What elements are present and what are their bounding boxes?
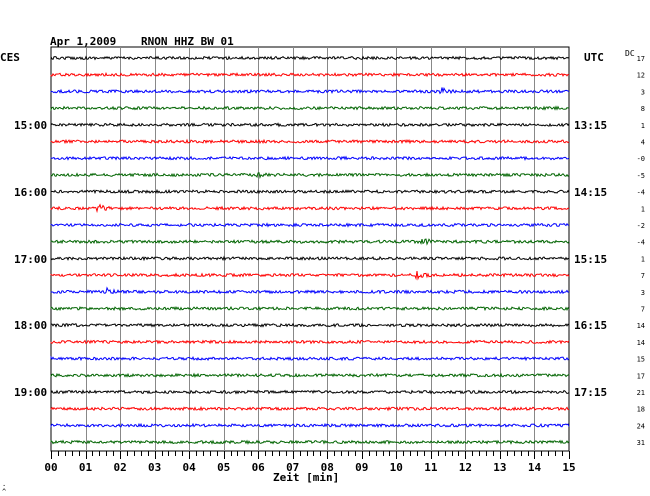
dc-value-label: 4: [641, 139, 645, 147]
left-timezone-label: CES: [0, 51, 20, 64]
trace-line: [50, 389, 570, 395]
dc-value-label: 17: [637, 372, 645, 380]
trace-line: [50, 286, 570, 295]
dc-value-label: 17: [637, 55, 645, 63]
trace-line: [50, 355, 570, 362]
dc-value-label: 18: [637, 406, 645, 414]
trace-line: [50, 439, 570, 445]
trace-line: [50, 372, 570, 378]
dc-value-label: -0: [637, 155, 645, 163]
x-tick-label: 04: [182, 461, 196, 474]
trace-line: [50, 222, 570, 228]
dc-value-label: 24: [637, 422, 645, 430]
dc-value-label: 7: [641, 272, 645, 280]
left-hour-label: 18:00: [14, 319, 48, 332]
x-tick-label: 03: [148, 461, 161, 474]
dc-value-label: 15: [637, 356, 645, 364]
x-tick-label: 14: [528, 461, 542, 474]
dc-column-label: DC: [625, 49, 635, 58]
dc-value-label: -4: [637, 239, 645, 247]
trace-line: [50, 339, 570, 345]
right-hour-label: 14:15: [574, 186, 608, 199]
x-tick-label: 02: [113, 461, 126, 474]
trace-line: [50, 271, 570, 281]
trace-line: [50, 122, 570, 128]
x-tick-label: 10: [390, 461, 403, 474]
trace-line: [50, 255, 570, 262]
trace-line: [50, 71, 570, 78]
trace-line: [50, 305, 570, 312]
right-timezone-label: UTC: [584, 51, 604, 64]
dc-value-label: 1: [641, 255, 645, 263]
trace-line: [50, 155, 570, 161]
dc-value-label: 21: [637, 389, 645, 397]
dc-value-label: -5: [637, 172, 645, 180]
left-hour-label: 16:00: [14, 186, 48, 199]
x-tick-label: 06: [252, 461, 266, 474]
x-tick-label: 11: [424, 461, 438, 474]
trace-line: [50, 422, 570, 429]
x-tick-label: 00: [44, 461, 57, 474]
left-hour-label: 17:00: [14, 253, 48, 266]
right-hour-label: 16:15: [574, 319, 608, 332]
dc-value-label: 7: [641, 306, 645, 314]
x-tick-label: 13: [493, 461, 506, 474]
trace-line: [50, 322, 570, 328]
trace-line: [50, 188, 570, 195]
trace-line: [50, 405, 570, 412]
dc-value-label: 14: [637, 339, 645, 347]
date-label: Apr 1,2009: [50, 35, 117, 48]
trace-line: [50, 87, 570, 95]
trace-line: [50, 172, 570, 180]
dc-value-label: 3: [641, 88, 645, 96]
x-tick-label: 15: [562, 461, 575, 474]
left-hour-label: 19:00: [14, 386, 48, 399]
dc-value-label: 1: [641, 122, 645, 130]
x-tick-label: 07: [286, 461, 299, 474]
left-hour-label: 15:00: [14, 119, 48, 132]
trace-line: [50, 55, 570, 61]
trace-line: [50, 238, 570, 246]
corner-mark: . ^: [2, 480, 7, 496]
right-hour-label: 17:15: [574, 386, 608, 399]
right-hour-label: 15:15: [574, 253, 608, 266]
dc-value-label: 14: [637, 322, 645, 330]
x-tick-label: 12: [459, 461, 472, 474]
x-axis-title: Zeit [min]: [273, 471, 340, 484]
dc-value-label: -2: [637, 222, 645, 230]
plot-frame: [50, 46, 570, 452]
trace-line: [50, 138, 570, 145]
dc-value-label: 8: [641, 105, 645, 113]
x-tick-label: 01: [79, 461, 93, 474]
x-tick-label: 09: [355, 461, 368, 474]
dc-value-label: 1: [641, 205, 645, 213]
dc-value-label: 31: [637, 439, 645, 447]
trace-line: [50, 105, 570, 112]
station-label: RNON HHZ BW 01: [141, 35, 234, 48]
dc-value-label: 3: [641, 289, 645, 297]
dc-value-label: -4: [637, 189, 645, 197]
x-tick-label: 08: [321, 461, 334, 474]
trace-line: [50, 203, 570, 214]
dc-value-label: 12: [637, 72, 645, 80]
right-hour-label: 13:15: [574, 119, 608, 132]
x-tick-label: 05: [217, 461, 230, 474]
